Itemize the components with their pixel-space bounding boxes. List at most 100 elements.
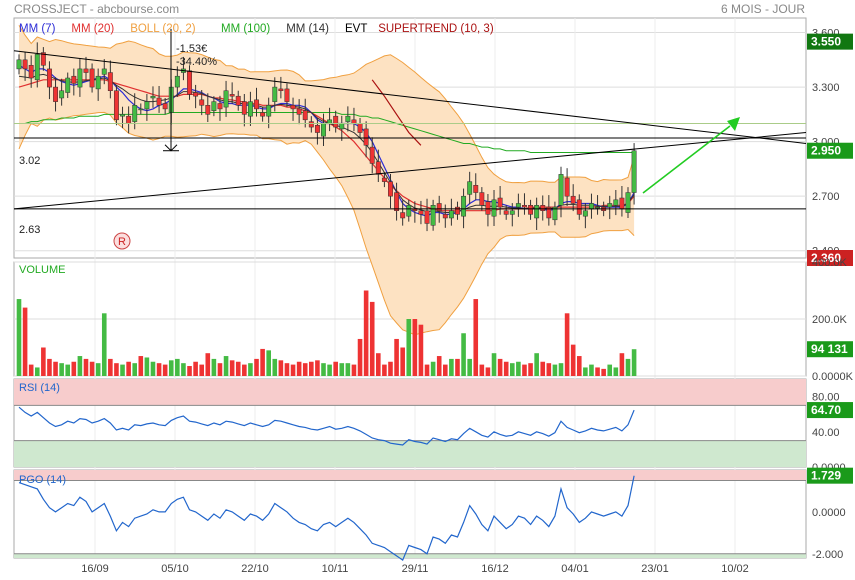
candle-body [418,210,424,215]
r-marker-circle[interactable] [113,232,131,250]
volume-bar [296,361,302,376]
volume-bar [540,361,546,376]
volume-bar [424,364,430,376]
candle-body [375,161,381,175]
volume-bar [89,361,95,376]
candle-body [546,206,552,219]
top-price-badge: 3.550 [811,35,841,49]
candle-body [34,54,40,81]
legend-supertrend: SUPERTREND (10, 3) [378,23,494,35]
volume-bar [473,299,479,376]
x-tick-label: 05/10 [161,563,189,575]
volume-bar [272,358,278,376]
volume-bar [211,358,217,376]
candle-body [71,75,77,84]
candle-body [491,199,497,217]
candle-body [394,192,400,211]
volume-bar [77,356,83,376]
candle-body [522,205,527,208]
top-price-badge-bg [807,33,853,50]
candle-body [77,68,83,88]
volume-bar [150,361,156,376]
volume-bar [290,364,296,376]
rsi-series [18,406,635,446]
pgo-series [18,475,635,562]
volume-bar [631,349,637,376]
candle-body [296,108,302,115]
volume-bar [394,338,399,376]
volume-bar [467,358,472,376]
volume-bar [229,360,235,376]
volume-bar [443,364,448,376]
volume-bar [400,347,405,376]
volume-bar [132,363,138,376]
volume-bar [22,307,28,376]
x-tick-label: 10/11 [322,563,349,575]
candle-body [241,101,247,115]
candle-body [156,97,162,106]
rsi-tick-label: 40.00 [812,427,840,439]
volume-bar [59,363,64,376]
volume-bar [583,367,588,376]
volume-bar [351,364,357,376]
candle-body [455,206,460,215]
volume-bar [382,364,387,376]
bollinger-lower-line [18,111,635,336]
rsi-badge-bg [807,402,853,419]
volume-tick-label: 400.0K [812,257,848,269]
volume-bar [95,363,101,376]
volume-bar [309,361,314,376]
volume-bar [248,363,253,376]
rsi-tick-label: 80.00 [812,392,840,404]
candle-body [388,181,393,197]
target-arrow-line [642,125,731,194]
axis-labels: 3.6003.3003.0002.7002.4003.5502.9502.360… [81,28,853,575]
pgo-badge: 1.729 [811,469,841,483]
volume-bar [564,313,570,376]
candle-body [235,95,241,106]
candle-body [132,105,138,122]
volume-tick-label: 0.0000K [812,371,854,383]
candle-body [272,86,278,102]
volume-bar [607,364,613,376]
volume-bar [479,364,485,376]
volume-bar [327,364,332,376]
legend-ma100: MM (100) [221,23,270,35]
volume-bar [601,368,606,376]
volume-bar [181,363,186,376]
volume-bar [412,319,418,376]
candle-body [503,210,509,215]
low-price-badge: 2.360 [811,251,841,265]
candle-body [497,197,503,208]
volume-bar [223,356,229,376]
candle-body [113,90,119,121]
volume-bar [120,364,125,376]
volume-bar [570,344,576,376]
level-low-label: 2.63 [19,224,40,236]
volume-bar [436,356,442,376]
candle-body [339,123,345,130]
candle-body [59,90,65,99]
r-marker-label[interactable]: R [118,236,126,248]
candle-body [120,114,125,117]
chart-title: CROSSJECT - abcbourse.com [14,2,179,16]
volume-badge-bg [807,341,853,358]
volume-bar [455,358,460,376]
candle-body [589,203,594,210]
volume-bar [193,361,198,376]
volume-bar [516,361,521,376]
volume-tick-label: 200.0K [812,314,848,326]
legend-ma14: MM (14) [286,23,329,35]
volume-bar [34,367,40,376]
volume-bar [619,353,625,376]
candle-body [107,72,113,91]
candle-body [436,203,442,211]
bollinger-upper-line [18,25,635,184]
volume-bar [302,363,308,376]
candle-body [357,123,363,133]
candle-body [65,77,71,93]
candle-body [144,101,150,110]
volume-bar [345,363,351,376]
volume-bar [333,361,338,376]
